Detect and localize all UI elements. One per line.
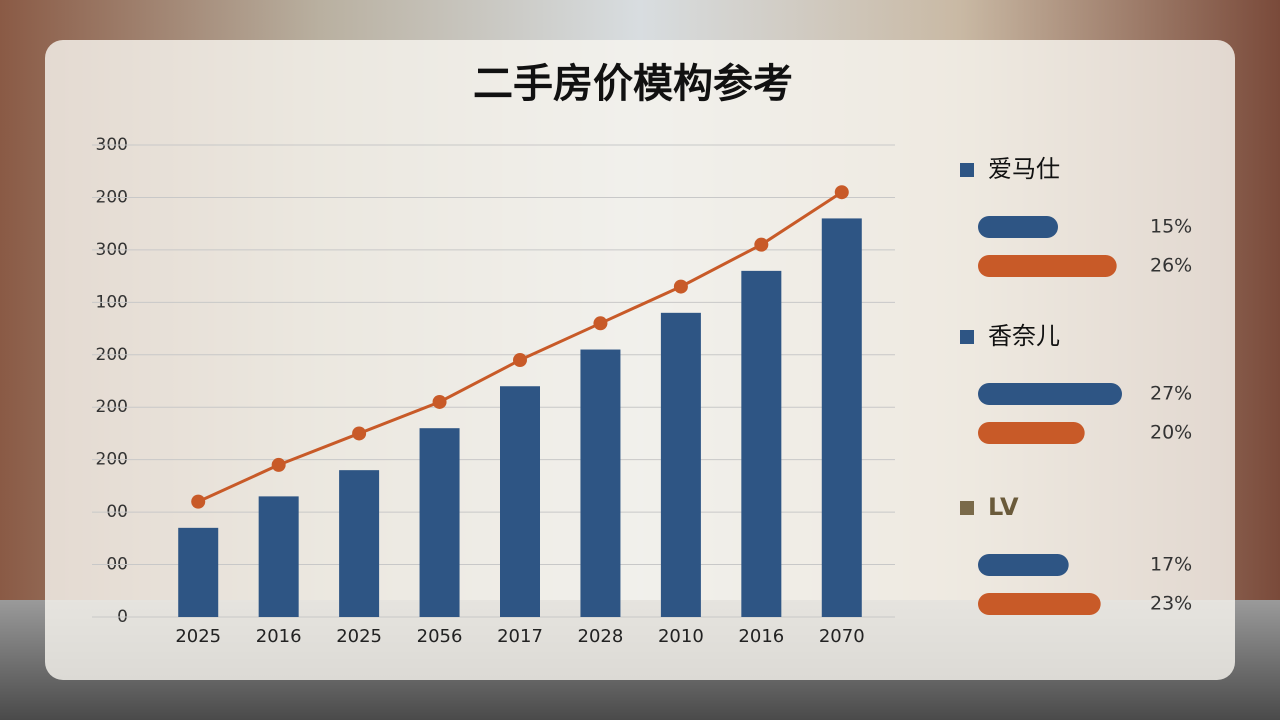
- x-tick-label: 2025: [175, 626, 221, 647]
- x-tick-label: 2028: [578, 626, 624, 647]
- bar: [258, 496, 299, 617]
- line-point: [352, 426, 367, 441]
- value-label: 20%: [1150, 422, 1192, 444]
- x-tick-label: 2016: [738, 626, 784, 647]
- bar: [178, 527, 219, 617]
- bar: [978, 383, 1122, 405]
- legend-swatch: [960, 163, 974, 177]
- x-tick-label: 2017: [497, 626, 543, 647]
- value-label: 23%: [1150, 593, 1192, 615]
- x-tick-label: 2070: [819, 626, 865, 647]
- line-point: [271, 457, 286, 472]
- line-point: [593, 316, 608, 331]
- bar: [978, 593, 1101, 615]
- bar: [580, 349, 621, 617]
- bar: [500, 386, 540, 617]
- x-tick-label: 2016: [256, 626, 302, 647]
- brand-label: 爱马仕: [988, 155, 1060, 183]
- legend-swatch: [960, 501, 974, 515]
- x-tick-label: 2025: [336, 626, 382, 647]
- value-label: 15%: [1150, 216, 1192, 238]
- line-point: [513, 353, 527, 368]
- bar: [660, 312, 701, 617]
- bar: [978, 422, 1085, 444]
- value-label: 17%: [1150, 554, 1192, 576]
- line-point: [673, 279, 688, 294]
- bar: [419, 428, 460, 617]
- chart-title: 二手房价模构参考: [473, 61, 793, 107]
- line-point: [191, 494, 206, 509]
- brand-label: 香奈儿: [988, 322, 1060, 350]
- bar: [339, 470, 380, 617]
- brand-label: LV: [988, 493, 1019, 521]
- bar: [978, 216, 1058, 238]
- line-point: [754, 237, 769, 252]
- value-label: 26%: [1150, 255, 1192, 277]
- bar: [821, 218, 862, 617]
- value-label: 27%: [1150, 383, 1192, 405]
- line-point: [432, 394, 447, 409]
- bar: [978, 554, 1069, 576]
- x-tick-label: 2056: [417, 626, 463, 647]
- legend-swatch: [960, 330, 974, 344]
- x-tick-label: 2010: [658, 626, 704, 647]
- panel: [45, 40, 1235, 680]
- bar: [741, 270, 782, 617]
- line-point: [834, 185, 849, 200]
- bar: [978, 255, 1117, 277]
